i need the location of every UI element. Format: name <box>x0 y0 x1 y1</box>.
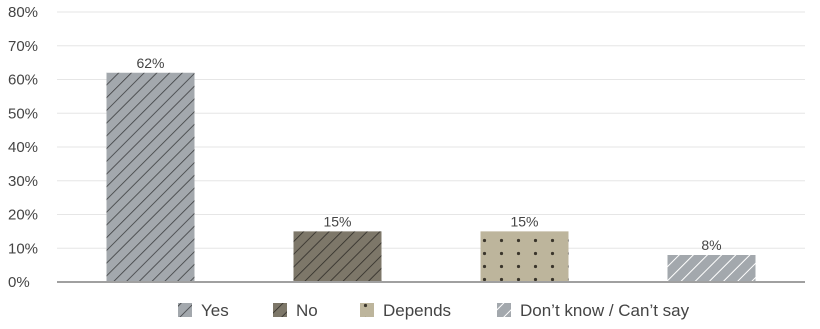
legend-swatch <box>178 303 192 317</box>
bars <box>106 72 756 282</box>
data-label: 15% <box>510 213 538 229</box>
legend-item: No <box>273 301 318 320</box>
legend-item: Don’t know / Can’t say <box>497 301 690 320</box>
legend-label: Depends <box>383 301 451 320</box>
y-tick-label: 70% <box>8 38 38 55</box>
legend-label: Yes <box>201 301 229 320</box>
legend: Yes No Depends Don’t know / Can’t say <box>178 301 690 320</box>
data-labels: 62% 15% 15% 8% <box>136 55 721 253</box>
legend-swatch <box>360 303 374 317</box>
y-tick-label: 60% <box>8 72 38 89</box>
legend-swatch <box>497 303 511 317</box>
y-tick-label: 0% <box>8 274 30 291</box>
data-label: 62% <box>136 55 164 71</box>
legend-item: Yes <box>178 301 229 320</box>
y-tick-label: 40% <box>8 139 38 156</box>
bar-1 <box>293 231 382 282</box>
y-tick-label: 30% <box>8 173 38 190</box>
legend-item: Depends <box>360 301 451 320</box>
y-tick-label: 50% <box>8 105 38 122</box>
legend-label: No <box>296 301 318 320</box>
data-label: 8% <box>701 237 721 253</box>
data-label: 15% <box>323 213 351 229</box>
y-axis: 0% 10% 20% 30% 40% 50% 60% 70% 80% <box>8 4 38 291</box>
legend-swatch <box>273 303 287 317</box>
bar-2 <box>480 231 569 282</box>
y-tick-label: 20% <box>8 207 38 224</box>
y-tick-label: 80% <box>8 4 38 21</box>
legend-label: Don’t know / Can’t say <box>520 301 690 320</box>
bar-0 <box>106 72 195 282</box>
y-tick-label: 10% <box>8 240 38 257</box>
bar-3 <box>667 255 756 282</box>
